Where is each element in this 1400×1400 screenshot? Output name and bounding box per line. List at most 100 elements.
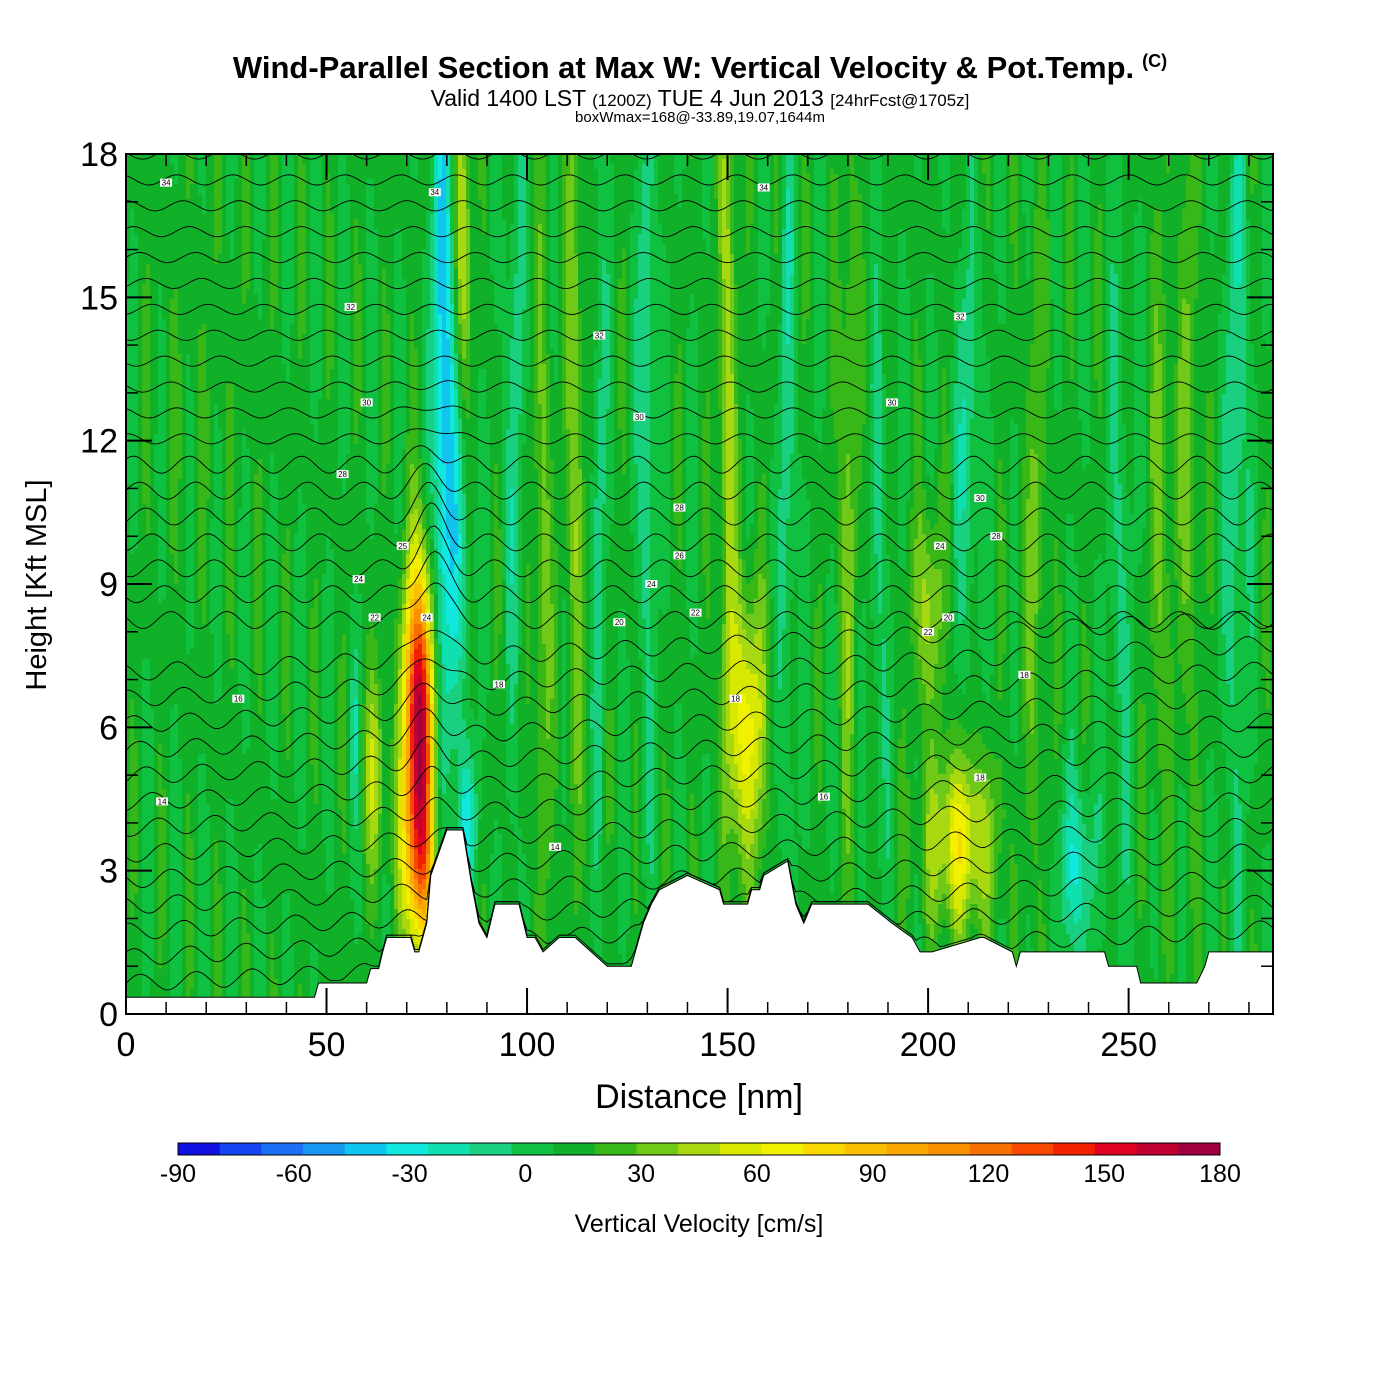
velocity-cell — [846, 234, 851, 240]
velocity-cell — [942, 199, 947, 205]
velocity-cell — [1250, 169, 1255, 175]
velocity-cell — [818, 169, 823, 175]
velocity-cell — [330, 169, 335, 175]
velocity-cell — [1074, 184, 1079, 190]
velocity-cell — [914, 214, 919, 220]
velocity-cell — [266, 189, 271, 195]
velocity-cell — [882, 194, 887, 200]
velocity-cell — [1058, 184, 1063, 190]
velocity-cell — [754, 229, 759, 235]
velocity-cell — [362, 184, 367, 190]
velocity-cell — [1090, 174, 1095, 180]
velocity-cell — [1130, 159, 1135, 165]
velocity-cell — [706, 224, 711, 230]
velocity-cell — [378, 159, 383, 165]
velocity-cell — [218, 229, 223, 235]
velocity-cell — [414, 189, 419, 195]
velocity-cell — [302, 159, 307, 165]
velocity-cell — [698, 234, 703, 240]
velocity-cell — [334, 189, 339, 195]
velocity-cell — [1074, 204, 1079, 210]
velocity-cell — [678, 159, 683, 165]
velocity-cell — [710, 174, 715, 180]
velocity-cell — [1018, 189, 1023, 195]
velocity-cell — [1262, 219, 1267, 225]
velocity-cell — [642, 184, 647, 190]
velocity-cell — [1050, 209, 1055, 215]
velocity-cell — [610, 229, 615, 235]
velocity-cell — [866, 184, 871, 190]
velocity-cell — [566, 219, 571, 225]
velocity-cell — [646, 169, 651, 175]
velocity-cell — [1178, 194, 1183, 200]
velocity-cell — [610, 164, 615, 170]
velocity-cell — [1202, 209, 1207, 215]
velocity-cell — [1266, 194, 1271, 200]
velocity-cell — [1130, 169, 1135, 175]
velocity-cell — [1126, 204, 1131, 210]
velocity-cell — [590, 219, 595, 225]
velocity-cell — [290, 184, 295, 190]
velocity-cell — [254, 209, 259, 215]
velocity-cell — [998, 219, 1003, 225]
velocity-cell — [554, 189, 559, 195]
velocity-cell — [958, 214, 963, 220]
velocity-cell — [654, 204, 659, 210]
velocity-cell — [518, 184, 523, 190]
velocity-cell — [158, 164, 163, 170]
velocity-cell — [770, 159, 775, 165]
velocity-cell — [830, 219, 835, 225]
velocity-cell — [698, 209, 703, 215]
velocity-cell — [1062, 164, 1067, 170]
velocity-cell — [1018, 179, 1023, 185]
velocity-cell — [386, 229, 391, 235]
velocity-cell — [1198, 184, 1203, 190]
velocity-cell — [1226, 214, 1231, 220]
velocity-cell — [326, 214, 331, 220]
velocity-cell — [1038, 159, 1043, 165]
velocity-cell — [254, 199, 259, 205]
velocity-cell — [398, 224, 403, 230]
velocity-cell — [282, 169, 287, 175]
velocity-cell — [1086, 169, 1091, 175]
velocity-cell — [894, 194, 899, 200]
velocity-cell — [714, 204, 719, 210]
velocity-cell — [574, 164, 579, 170]
velocity-cell — [1010, 189, 1015, 195]
velocity-cell — [1018, 219, 1023, 225]
velocity-cell — [310, 199, 315, 205]
velocity-cell — [1246, 219, 1251, 225]
velocity-cell — [1042, 194, 1047, 200]
velocity-cell — [302, 229, 307, 235]
velocity-cell — [466, 219, 471, 225]
velocity-cell — [1010, 164, 1015, 170]
velocity-cell — [1082, 214, 1087, 220]
velocity-cell — [858, 169, 863, 175]
velocity-cell — [1198, 194, 1203, 200]
velocity-cell — [882, 229, 887, 235]
velocity-cell — [1054, 219, 1059, 225]
velocity-cell — [858, 229, 863, 235]
velocity-cell — [722, 229, 727, 235]
velocity-cell — [182, 219, 187, 225]
velocity-cell — [798, 219, 803, 225]
velocity-cell — [618, 224, 623, 230]
velocity-cell — [474, 234, 479, 240]
velocity-cell — [582, 204, 587, 210]
velocity-cell — [490, 224, 495, 230]
velocity-cell — [194, 219, 199, 225]
velocity-cell — [682, 184, 687, 190]
velocity-cell — [286, 169, 291, 175]
velocity-cell — [1126, 189, 1131, 195]
velocity-cell — [782, 184, 787, 190]
velocity-cell — [1014, 169, 1019, 175]
velocity-cell — [138, 214, 143, 220]
velocity-cell — [862, 229, 867, 235]
velocity-cell — [130, 184, 135, 190]
velocity-cell — [1202, 194, 1207, 200]
velocity-cell — [838, 169, 843, 175]
velocity-cell — [870, 199, 875, 205]
velocity-cell — [866, 189, 871, 195]
velocity-cell — [302, 234, 307, 240]
velocity-cell — [718, 194, 723, 200]
